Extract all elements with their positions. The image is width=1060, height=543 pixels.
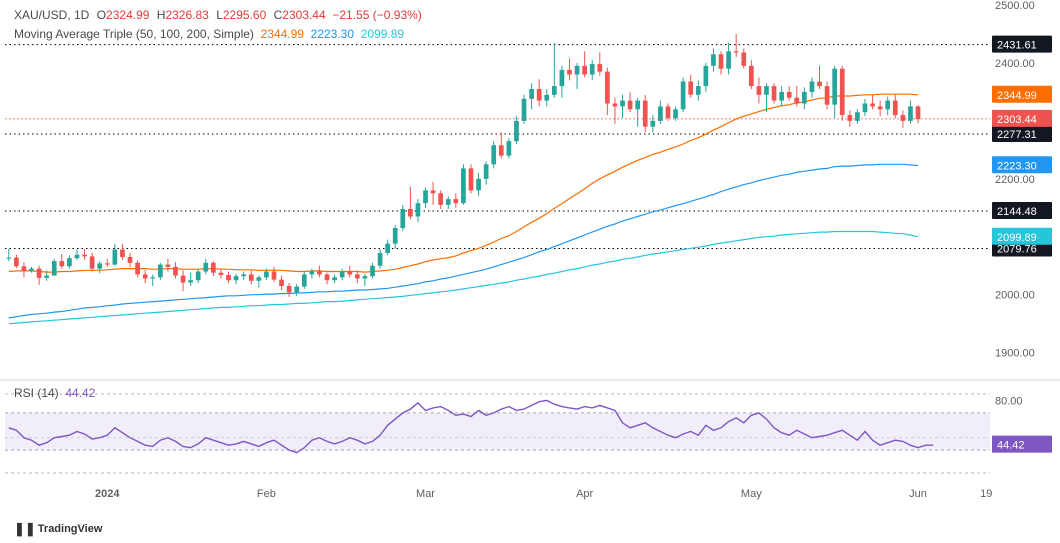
svg-text:2024: 2024 (95, 488, 120, 500)
svg-text:2431.61: 2431.61 (997, 40, 1037, 52)
svg-text:2303.44: 2303.44 (997, 114, 1037, 126)
svg-text:2099.89: 2099.89 (997, 232, 1037, 244)
svg-text:2400.00: 2400.00 (995, 58, 1035, 70)
tradingview-logo-icon: ❚❚ (14, 521, 36, 536)
svg-text:80.00: 80.00 (995, 395, 1023, 407)
svg-text:2000.00: 2000.00 (995, 290, 1035, 302)
svg-text:2223.30: 2223.30 (997, 160, 1037, 172)
svg-text:2500.00: 2500.00 (995, 0, 1035, 12)
svg-text:Apr: Apr (576, 488, 593, 500)
svg-text:Jun: Jun (909, 488, 927, 500)
rsi-header: RSI (14) 44.42 (14, 386, 95, 400)
svg-text:2200.00: 2200.00 (995, 174, 1035, 186)
svg-text:2344.99: 2344.99 (997, 90, 1037, 102)
svg-text:2079.76: 2079.76 (997, 243, 1037, 255)
price-chart[interactable]: 1900.002000.002100.002200.002300.002400.… (0, 0, 1060, 543)
svg-text:May: May (741, 488, 762, 500)
svg-text:2144.48: 2144.48 (997, 206, 1037, 218)
svg-text:2277.31: 2277.31 (997, 129, 1037, 141)
svg-text:44.42: 44.42 (997, 440, 1025, 452)
ma-label: Moving Average Triple (50, 100, 200, Sim… (14, 27, 254, 41)
symbol: XAU/USD, 1D (14, 8, 89, 22)
chart-header: XAU/USD, 1D O2324.99 H2326.83 L2295.60 C… (14, 6, 422, 43)
svg-text:1900.00: 1900.00 (995, 348, 1035, 360)
attribution: ❚❚TradingView (14, 521, 102, 537)
svg-text:Feb: Feb (257, 488, 276, 500)
svg-text:Mar: Mar (416, 488, 435, 500)
svg-text:19: 19 (980, 488, 992, 500)
